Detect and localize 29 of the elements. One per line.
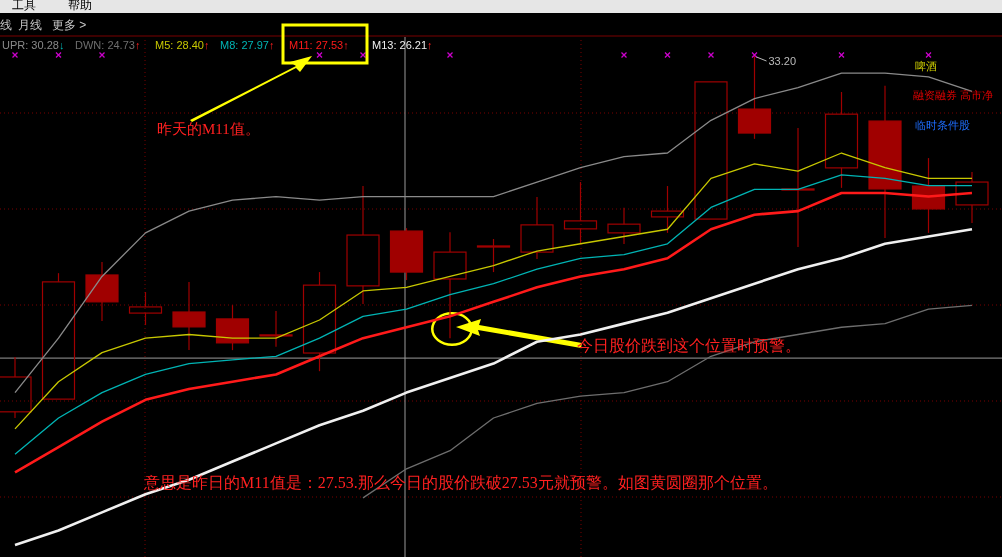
candlestick — [85, 261, 119, 322]
candlestick — [346, 185, 380, 305]
candlestick — [607, 207, 641, 245]
text: M8: 27.97↑ — [220, 39, 275, 51]
annotation: 临时条件股 — [915, 119, 970, 131]
candlestick — [955, 171, 989, 224]
annotation: 今日股价跌到这个位置时预警。 — [577, 337, 801, 354]
annotation: 昨天的M11值。 — [157, 121, 260, 137]
candlestick — [868, 85, 902, 239]
text: M13: 26.21↑ — [372, 39, 433, 51]
text: 工具 — [12, 0, 36, 12]
text: M11: 27.53↑ — [289, 39, 349, 51]
annotation: 33.20 — [768, 55, 797, 67]
candlestick — [781, 127, 815, 248]
candlestick — [0, 356, 32, 419]
candlestick — [259, 310, 293, 348]
text: M5: 28.40↑ — [155, 39, 210, 51]
text: 帮助 — [68, 0, 92, 12]
candlestick — [824, 91, 859, 189]
text: DWN: 24.73↑ — [75, 39, 141, 51]
text: 更多 > — [52, 18, 87, 32]
candlestick — [172, 281, 206, 351]
annotation: 啤酒 — [915, 60, 937, 72]
text: 线 — [0, 18, 12, 32]
annotation: 融资融券 高市净 — [913, 89, 993, 101]
text: 月线 — [18, 18, 42, 32]
text: UPR: 30.28↓ — [2, 39, 65, 51]
candlestick — [433, 231, 467, 339]
candlestick — [520, 196, 554, 260]
